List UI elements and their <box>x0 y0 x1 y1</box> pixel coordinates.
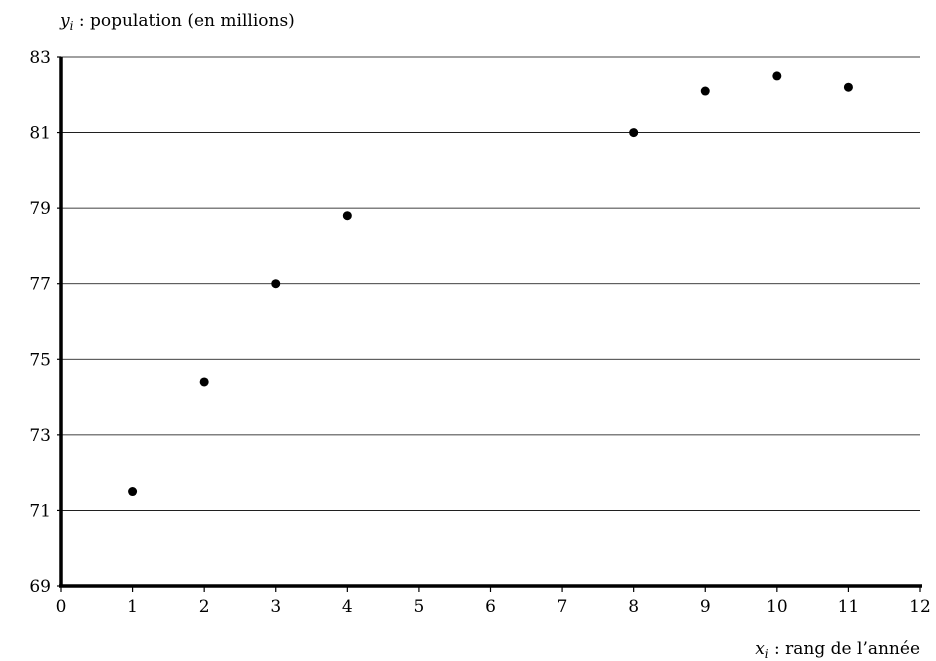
y-axis-var: y <box>59 11 70 31</box>
x-tick-label: 12 <box>909 597 931 617</box>
y-ticks: 69 71 73 75 77 79 81 83 <box>29 48 61 597</box>
y-tick-label: 79 <box>29 199 51 219</box>
axes <box>59 57 922 588</box>
x-tick-label: 3 <box>270 597 281 617</box>
y-axis-title: yi : population (en millions) <box>59 11 295 33</box>
y-axis-sub: i <box>70 19 74 33</box>
x-tick-label: 5 <box>414 597 425 617</box>
y-tick-label: 81 <box>29 124 51 144</box>
x-tick-label: 1 <box>127 597 138 617</box>
data-point <box>843 82 853 92</box>
y-tick-label: 77 <box>29 275 51 295</box>
x-tick-label: 0 <box>56 597 67 617</box>
x-ticks: 0 1 2 3 4 5 6 7 8 9 10 11 12 <box>56 586 931 617</box>
data-point <box>342 211 352 221</box>
x-tick-label: 2 <box>199 597 210 617</box>
y-tick-label: 71 <box>29 501 51 521</box>
y-axis-text: : population (en millions) <box>73 11 294 31</box>
x-tick-label: 6 <box>485 597 496 617</box>
data-points <box>128 71 853 497</box>
data-point <box>772 71 782 81</box>
y-tick-label: 73 <box>29 426 51 446</box>
data-point <box>199 377 209 387</box>
x-tick-label: 10 <box>766 597 788 617</box>
y-tick-label: 83 <box>29 48 51 68</box>
data-point <box>128 487 138 497</box>
x-axis-text: : rang de l’année <box>769 639 920 659</box>
x-tick-label: 9 <box>700 597 711 617</box>
x-axis-title: xi : rang de l’année <box>755 639 920 661</box>
y-tick-label: 75 <box>29 350 51 370</box>
x-axis-var: x <box>755 639 765 659</box>
data-point <box>700 86 710 96</box>
x-tick-label: 4 <box>342 597 353 617</box>
x-axis-sub: i <box>765 647 769 661</box>
data-point <box>271 279 281 289</box>
x-tick-label: 8 <box>628 597 639 617</box>
data-point <box>629 128 639 138</box>
y-tick-label: 69 <box>29 577 51 597</box>
x-tick-label: 11 <box>838 597 860 617</box>
gridlines <box>61 56 920 511</box>
x-tick-label: 7 <box>557 597 568 617</box>
